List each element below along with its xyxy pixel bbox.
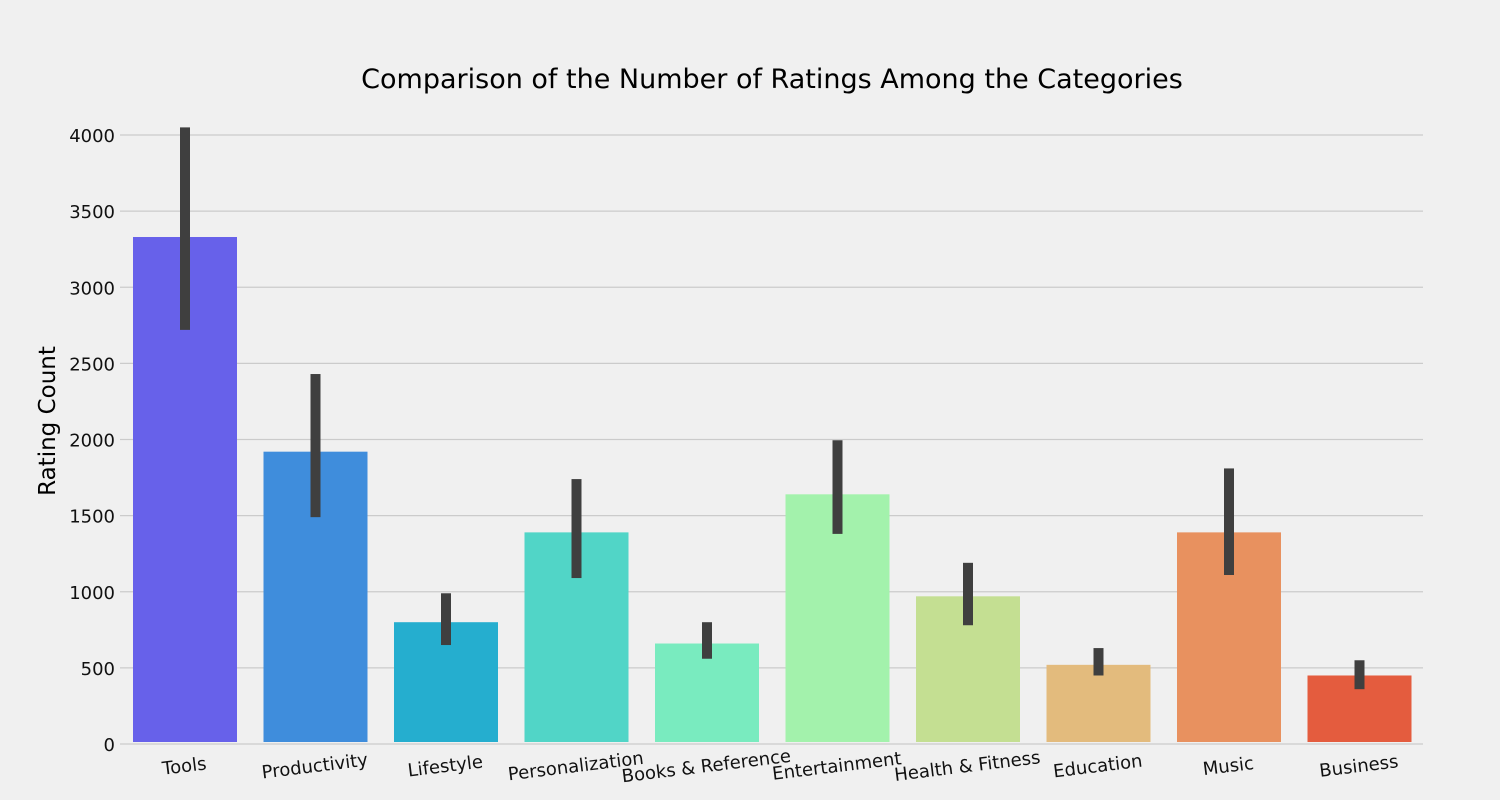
x-tick-label: Tools (160, 753, 208, 779)
error-bar (180, 127, 190, 330)
x-tick-label: Entertainment (771, 748, 902, 785)
x-tick-label: Health & Fitness (893, 747, 1041, 786)
x-tick-label: Lifestyle (407, 752, 485, 782)
y-tick-label: 0 (104, 735, 115, 756)
x-axis-ticks: Tools Productivity Lifestyle Personalizatio… (160, 746, 1399, 788)
error-bar (1224, 468, 1234, 576)
error-bar (571, 479, 582, 579)
y-tick-label: 3500 (69, 202, 115, 223)
y-tick-label: 1000 (69, 583, 115, 604)
bars (133, 237, 1412, 742)
chart-title: Comparison of the Number of Ratings Amon… (361, 64, 1183, 95)
y-axis-label: Rating Count (35, 346, 61, 496)
error-bar (702, 622, 712, 659)
y-tick-label: 2000 (69, 431, 115, 452)
error-bar (832, 440, 843, 534)
y-tick-label: 3000 (69, 278, 115, 299)
y-tick-label: 4000 (69, 126, 115, 147)
error-bar (441, 593, 451, 646)
x-tick-label: Music (1202, 753, 1255, 780)
error-bar (1354, 660, 1365, 690)
bar (785, 494, 890, 742)
x-tick-label: Business (1318, 751, 1399, 782)
y-tick-label: 1500 (69, 507, 115, 528)
x-tick-label: Productivity (261, 750, 370, 784)
error-bar (963, 562, 973, 626)
error-bar (310, 374, 321, 518)
bar (655, 643, 759, 742)
error-bar (1093, 648, 1104, 676)
y-axis-ticks: 0 500 1000 1500 2000 2500 3000 3500 4000 (69, 126, 115, 756)
x-tick-label: Education (1052, 751, 1144, 783)
y-tick-label: 2500 (69, 354, 115, 375)
bar (1046, 664, 1151, 742)
y-tick-label: 500 (81, 659, 115, 680)
x-tick-label: Books & Reference (621, 746, 793, 788)
error-bars (180, 127, 1365, 690)
